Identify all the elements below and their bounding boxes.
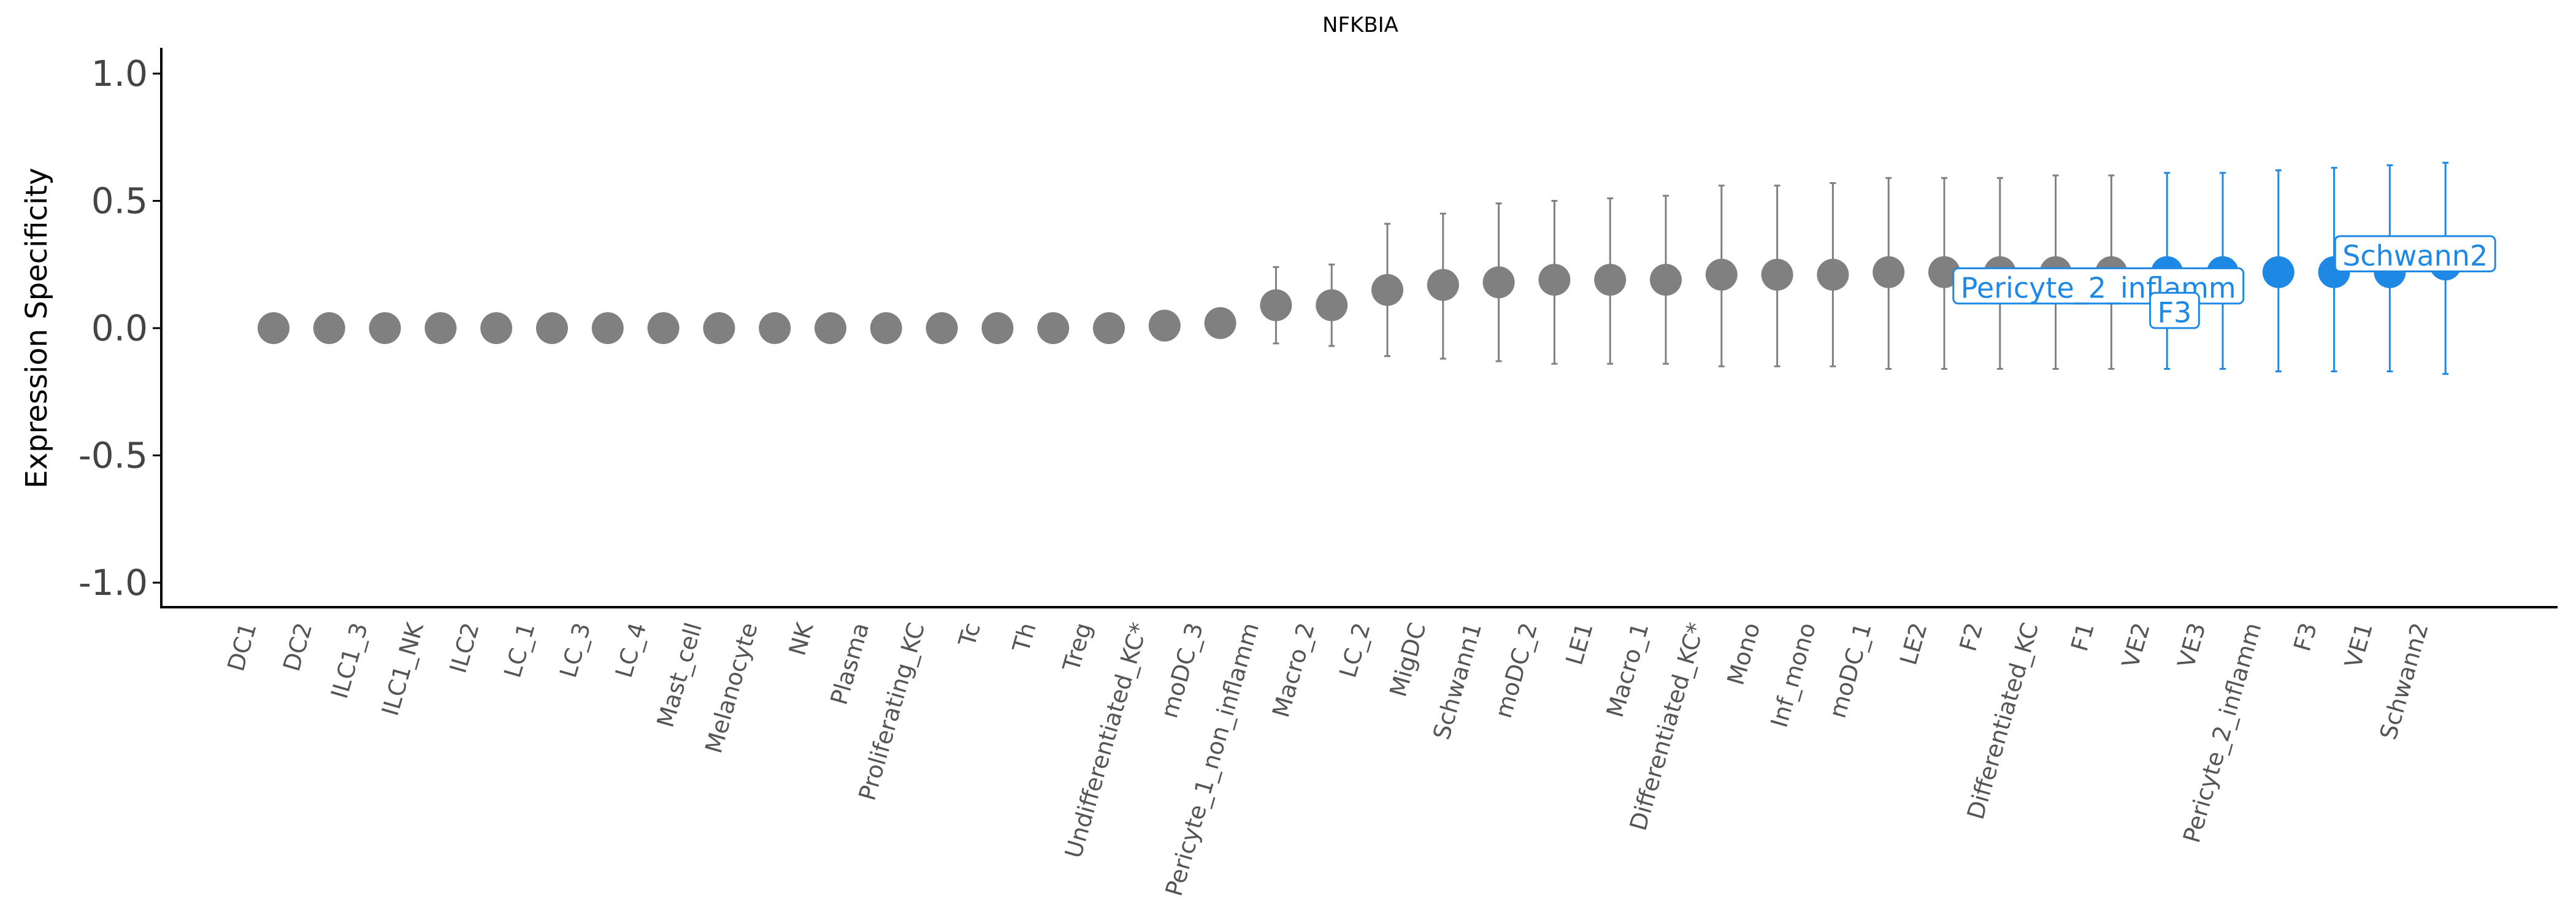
x-tick-label: ILC1_NK <box>377 619 429 719</box>
data-point <box>1482 266 1515 299</box>
data-point <box>1594 264 1627 296</box>
annotation-label: F3 <box>2149 291 2200 329</box>
x-tick-label: DC2 <box>278 619 317 674</box>
data-point <box>480 312 513 344</box>
data-point <box>703 312 735 344</box>
data-point <box>1873 256 1905 288</box>
y-tick-label: 1.0 <box>91 53 148 94</box>
x-tick-label: LC_1 <box>499 619 540 680</box>
x-tick-label: Mono <box>1722 619 1765 688</box>
x-tick-label: Tc <box>953 619 986 650</box>
y-axis-ticks: 1.0 0.5 0.0 -0.5 -1.0 <box>79 53 161 604</box>
data-point <box>1817 258 1849 291</box>
svg-text:Schwann2: Schwann2 <box>2342 239 2488 272</box>
x-tick-label: Schwann2 <box>2375 619 2434 742</box>
x-tick-label: moDC_3 <box>1156 619 1208 721</box>
x-tick-label: Inf_mono <box>1765 619 1821 730</box>
data-point <box>981 312 1014 344</box>
x-tick-label: Melanocyte <box>700 619 763 756</box>
data-point <box>1093 312 1125 344</box>
x-axis-tick-labels: DC1 DC2 ILC1_3 ILC1_NK ILC2 LC_1 LC_3 LC_4 Mast_… <box>222 619 2434 899</box>
data-point <box>591 312 624 344</box>
data-point <box>1538 264 1571 296</box>
data-point <box>1371 274 1403 306</box>
x-tick-label: F2 <box>1954 619 1988 654</box>
data-point <box>1761 258 1793 291</box>
x-tick-label: ILC1_3 <box>326 619 373 702</box>
x-tick-label: F1 <box>2066 619 2099 654</box>
y-tick-label: 0.0 <box>91 307 148 349</box>
svg-text:F3: F3 <box>2158 296 2192 329</box>
chart-title: NFKBIA <box>1322 13 1398 37</box>
x-tick-label: VE3 <box>2172 619 2211 670</box>
y-axis-label: Expression Specificity <box>20 167 54 488</box>
data-point <box>536 312 568 344</box>
x-tick-label: LC_4 <box>610 619 651 680</box>
y-tick-label: 0.5 <box>91 180 148 222</box>
data-point <box>926 312 958 344</box>
data-point <box>1427 269 1459 301</box>
x-tick-label: NK <box>784 619 819 658</box>
data-point <box>759 312 791 344</box>
data-point <box>313 312 345 344</box>
y-tick-label: -0.5 <box>79 435 148 477</box>
x-tick-label: Schwann1 <box>1428 619 1487 742</box>
x-tick-label: Macro_2 <box>1267 619 1320 720</box>
data-point <box>815 312 846 344</box>
data-point <box>1928 256 1960 288</box>
data-point <box>1316 289 1348 321</box>
annotation-label: Pericyte_2_inflamm <box>1952 267 2245 305</box>
data-point <box>1650 264 1682 296</box>
data-point <box>369 312 401 344</box>
x-tick-label: VE1 <box>2339 619 2378 670</box>
y-tick-label: -1.0 <box>79 562 148 604</box>
x-tick-label: Mast_cell <box>651 619 707 730</box>
x-tick-label: LE2 <box>1895 619 1932 668</box>
data-point <box>1148 309 1181 342</box>
x-tick-label: F3 <box>2288 619 2322 654</box>
data-point <box>1260 289 1292 321</box>
x-tick-label: moDC_1 <box>1824 619 1877 721</box>
data-point <box>1705 258 1738 291</box>
x-tick-label: VE2 <box>2117 619 2155 670</box>
data-point <box>1204 307 1236 339</box>
x-tick-label: Treg <box>1057 619 1097 675</box>
data-point <box>258 312 289 344</box>
x-tick-label: Plasma <box>825 619 874 708</box>
x-tick-label: Th <box>1007 619 1041 656</box>
x-tick-label: DC1 <box>222 619 261 674</box>
x-tick-label: LC_3 <box>554 619 596 680</box>
x-tick-label: Macro_1 <box>1601 619 1654 720</box>
data-point <box>424 312 457 344</box>
annotation-label: Schwann2 <box>2334 235 2496 272</box>
data-point <box>647 312 680 344</box>
x-tick-label: LC_2 <box>1334 619 1375 680</box>
data-point <box>870 312 902 344</box>
x-tick-label: MigDC <box>1384 619 1431 700</box>
x-tick-label: LE1 <box>1560 619 1598 668</box>
x-tick-label: ILC2 <box>445 619 485 676</box>
data-point <box>1037 312 1070 344</box>
x-tick-label: moDC_2 <box>1490 619 1543 721</box>
data-point <box>2262 256 2294 288</box>
